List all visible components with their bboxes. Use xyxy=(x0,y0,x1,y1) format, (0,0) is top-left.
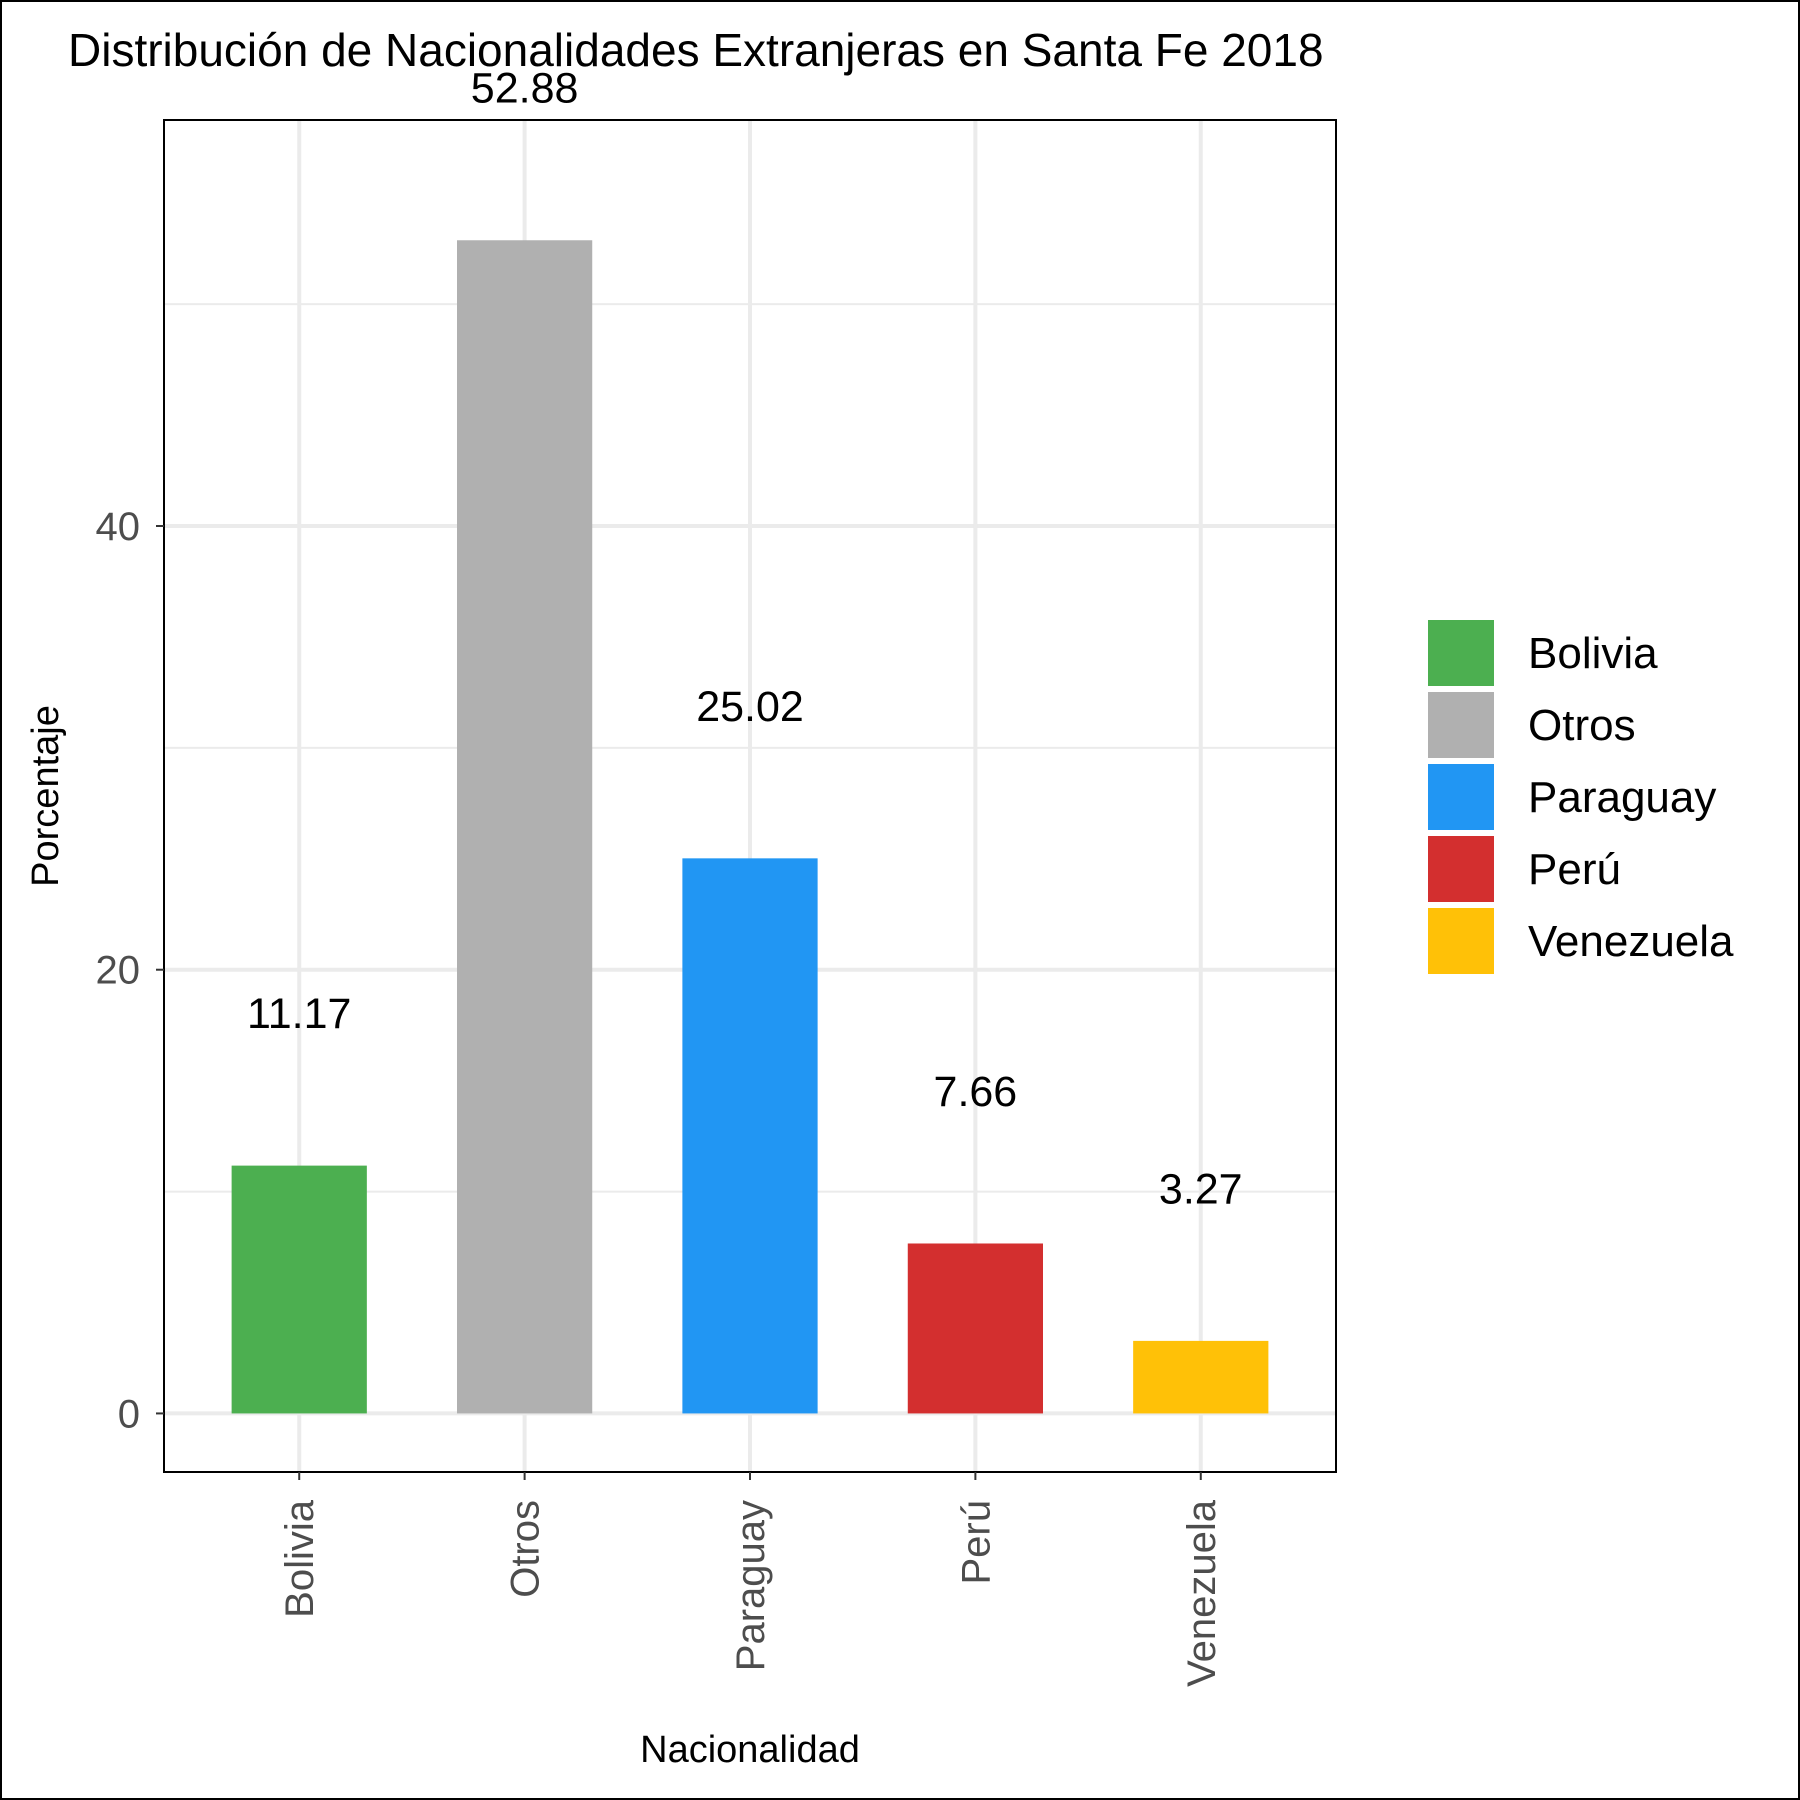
data-label: 3.27 xyxy=(1159,1165,1243,1213)
legend-key xyxy=(1428,836,1494,902)
x-tick-label: Otros xyxy=(504,1500,548,1598)
data-label: 52.88 xyxy=(471,65,579,113)
x-tick-label: Perú xyxy=(954,1500,998,1585)
legend-key xyxy=(1428,908,1494,974)
legend: Bolivia Otros Paraguay Perú Venezuela xyxy=(1428,620,1734,974)
data-label: 11.17 xyxy=(247,990,351,1038)
legend-key xyxy=(1428,620,1494,686)
legend-label: Otros xyxy=(1528,701,1636,750)
chart-title: Distribución de Nacionalidades Extranjer… xyxy=(68,24,1324,76)
bar-paraguay xyxy=(682,858,818,1414)
legend-label: Perú xyxy=(1528,845,1621,894)
legend-key xyxy=(1428,764,1494,830)
bar-bolivia xyxy=(231,1165,367,1414)
legend-key xyxy=(1428,692,1494,758)
x-axis-title: Nacionalidad xyxy=(640,1729,860,1771)
bar-peru xyxy=(907,1243,1043,1414)
x-tick-label: Paraguay xyxy=(729,1500,773,1671)
bar-venezuela xyxy=(1133,1340,1269,1414)
data-labels: 11.17 52.88 25.02 7.66 3.27 xyxy=(247,65,1243,1214)
y-tick-label: 20 xyxy=(96,949,141,993)
y-axis-title: Porcentaje xyxy=(25,705,67,887)
legend-label: Paraguay xyxy=(1528,773,1716,822)
bars xyxy=(231,240,1269,1414)
y-axis-ticks: 0 20 40 xyxy=(96,505,164,1436)
bar-otros xyxy=(457,240,593,1414)
x-axis-ticks: Bolivia Otros Paraguay Perú Venezuela xyxy=(278,1472,1224,1687)
legend-label: Bolivia xyxy=(1528,629,1658,678)
y-tick-label: 40 xyxy=(96,505,141,549)
x-tick-label: Venezuela xyxy=(1180,1499,1224,1687)
data-label: 7.66 xyxy=(934,1068,1018,1116)
y-tick-label: 0 xyxy=(118,1392,140,1436)
x-tick-label: Bolivia xyxy=(278,1499,322,1618)
legend-label: Venezuela xyxy=(1528,917,1734,966)
data-label: 25.02 xyxy=(696,683,804,731)
